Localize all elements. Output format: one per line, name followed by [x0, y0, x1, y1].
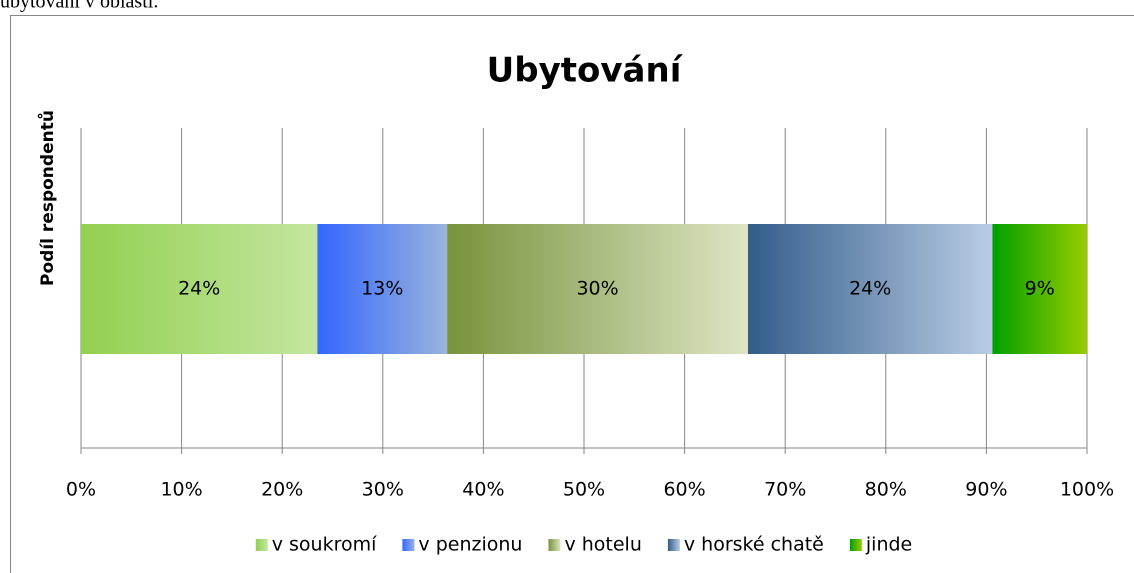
legend-label: v hotelu	[564, 534, 641, 556]
legend-swatch	[255, 539, 268, 551]
bar-segment	[81, 224, 318, 354]
legend-swatch	[849, 539, 862, 551]
legend-swatch	[402, 539, 415, 551]
x-tick-label: 80%	[865, 479, 907, 501]
legend-label: v penzionu	[418, 534, 522, 556]
x-tick-label: 30%	[362, 479, 404, 501]
data-label: 24%	[849, 278, 891, 300]
x-tick-label: 50%	[563, 479, 605, 501]
chart-title: Ubytování	[487, 51, 684, 91]
bar-segment	[447, 224, 748, 354]
x-tick-label: 100%	[1060, 479, 1114, 501]
caption: ubytování v oblasti.	[0, 0, 158, 13]
x-tick-label: 60%	[663, 479, 705, 501]
data-label: 30%	[576, 278, 618, 300]
data-label: 24%	[178, 278, 220, 300]
bar-segment	[992, 224, 1087, 354]
legend-label: v horské chatě	[684, 534, 824, 556]
x-tick-label: 10%	[160, 479, 202, 501]
y-axis-label: Podíl respondentů	[36, 110, 58, 286]
data-label: 13%	[361, 278, 403, 300]
data-label: 9%	[1025, 278, 1055, 300]
bar-segment	[317, 224, 448, 354]
x-tick-label: 0%	[66, 479, 96, 501]
legend-label: v soukromí	[272, 534, 377, 556]
x-tick-label: 70%	[764, 479, 806, 501]
x-tick-label: 40%	[462, 479, 504, 501]
legend-swatch	[667, 539, 680, 551]
legend-swatch	[548, 539, 561, 551]
x-tick-label: 20%	[261, 479, 303, 501]
bar-segment	[747, 224, 993, 354]
x-tick-label: 90%	[965, 479, 1007, 501]
legend-label: jinde	[865, 534, 912, 556]
